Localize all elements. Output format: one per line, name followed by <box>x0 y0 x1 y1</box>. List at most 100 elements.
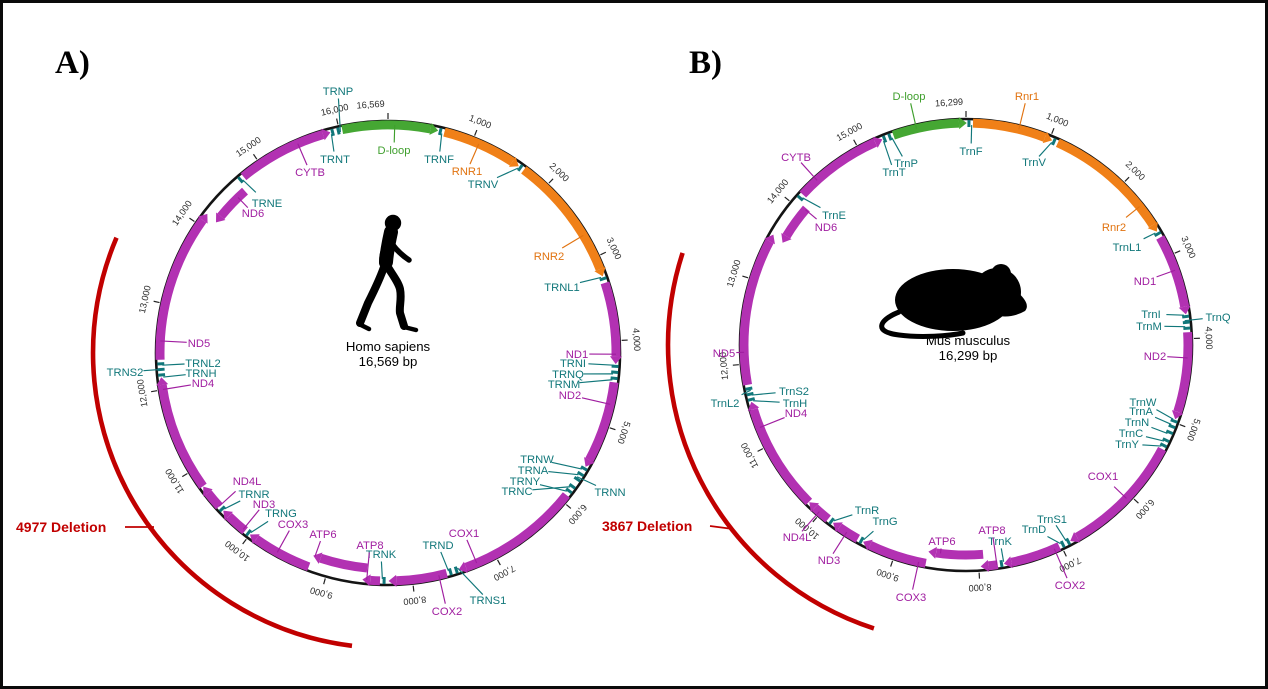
a-tick-label-6000: 6,000 <box>566 502 589 526</box>
a-gene-label-D-loop: D-loop <box>378 145 411 157</box>
b-gene-arc-COX3 <box>868 541 927 568</box>
b-gene-label-ND2: ND2 <box>1144 351 1166 363</box>
a-tick-5000 <box>609 427 616 431</box>
a-gene-label-TRNF: TRNF <box>424 154 454 166</box>
a-gene-leader-TRNT <box>330 134 335 152</box>
b-gene-mark-TrnV <box>1051 137 1057 146</box>
b-gene-label-TrnV: TrnV <box>1022 157 1046 169</box>
a-tick-6000 <box>565 504 572 509</box>
b-deletion-pointer-line <box>709 525 734 530</box>
b-gene-mark-TrnM <box>1183 326 1191 331</box>
a-tick-16000 <box>336 118 339 125</box>
a-gene-arrow-ND4L <box>203 486 213 497</box>
b-gene-arrow-D-loop <box>958 117 967 130</box>
a-gene-label-TRNM: TRNM <box>548 379 580 391</box>
a-gene-arc-COX2 <box>396 568 448 586</box>
b-gene-leader-Rnr2 <box>1125 206 1140 218</box>
b-gene-label-COX1: COX1 <box>1088 471 1118 483</box>
b-gene-arrow-ATP8 <box>980 559 990 572</box>
a-gene-label-TRNG: TRNG <box>265 508 297 520</box>
b-gene-mark-TrnS2 <box>746 391 754 397</box>
b-gene-arrow-CYTB <box>872 136 883 148</box>
genome-maps-canvas: 1,0002,0003,0004,0005,0006,0007,0008,000… <box>90 86 1231 649</box>
a-gene-label-COX3: COX3 <box>278 519 308 531</box>
a-gene-leader-ATP8 <box>366 552 370 581</box>
b-gene-label-TrnC: TrnC <box>1119 428 1143 440</box>
a-gene-mark-TRNH <box>157 373 166 377</box>
b-gene-label-TrnN: TrnN <box>1125 417 1149 429</box>
b-gene-mark-TrnL1 <box>1153 230 1162 238</box>
b-gene-label-TrnA: TrnA <box>1129 406 1153 418</box>
mouse-silhouette-icon <box>879 264 1027 339</box>
a-gene-arc-COX3 <box>253 535 311 572</box>
b-gene-label-TrnR: TrnR <box>855 505 879 517</box>
b-tick-label-5000: 5,000 <box>1185 417 1202 442</box>
a-gene-leader-COX1 <box>466 539 478 564</box>
b-gene-leader-ND1 <box>1156 269 1176 278</box>
a-gene-leader-RNR1 <box>469 143 480 165</box>
a-gene-arc-ND2 <box>585 381 619 463</box>
b-gene-label-TrnK: TrnK <box>988 536 1012 548</box>
a-gene-arrow-COX1 <box>458 561 469 573</box>
b-tick-label-4000: 4,000 <box>1204 326 1215 349</box>
a-gene-arrow-ND1 <box>609 356 622 365</box>
a-gene-label-ND6: ND6 <box>242 208 264 220</box>
b-gene-arc-ND5 <box>739 239 774 386</box>
a-gene-arrow-RNR1 <box>508 156 519 167</box>
a-gene-leader-TRNN <box>576 476 597 487</box>
a-gene-arc-ND4 <box>157 384 207 489</box>
a-tick-15000 <box>252 153 258 160</box>
b-gene-arc-ND4 <box>749 407 813 506</box>
a-gene-label-ND5: ND5 <box>188 338 210 350</box>
b-gene-label-COX3: COX3 <box>896 592 926 604</box>
a-gene-arc-ND1 <box>600 281 621 357</box>
b-gene-label-TrnD: TrnD <box>1022 524 1046 536</box>
a-tick-label-3000: 3,000 <box>605 236 624 261</box>
a-gene-arc-ATP6 <box>319 553 368 573</box>
a-gene-arc-COX1 <box>464 492 570 572</box>
a-gene-leader-TRNP <box>337 98 341 133</box>
panel-a-organism-label: Homo sapiens <box>345 339 431 354</box>
a-gene-leader-TRNS1 <box>457 567 484 595</box>
panel-a-deletion-label: 4977 Deletion <box>16 519 107 535</box>
a-tick-9000 <box>323 578 326 585</box>
b-gene-mark-TrnW <box>1170 418 1178 424</box>
b-gene-arc-ND4L <box>811 504 831 523</box>
b-gene-label-Rnr1: Rnr1 <box>1015 91 1039 103</box>
b-gene-arrow-ND4 <box>747 401 760 412</box>
a-gene-leader-ND5 <box>160 340 187 343</box>
a-gene-leader-RNR2 <box>561 234 584 249</box>
a-tick-label-12000: 12,000 <box>135 378 149 407</box>
a-gene-label-ATP6: ATP6 <box>309 529 336 541</box>
a-gene-label-ND4L: ND4L <box>233 476 262 488</box>
a-tick-label-7000: 7,000 <box>492 563 517 583</box>
a-tick-label-16569: 16,569 <box>356 99 385 111</box>
b-gene-arrow-Rnr1 <box>1042 131 1053 144</box>
b-gene-leader-CYTB <box>800 162 818 181</box>
a-gene-label-TRNR: TRNR <box>238 489 269 501</box>
b-gene-label-TrnY: TrnY <box>1115 439 1139 451</box>
a-gene-label-ND3: ND3 <box>253 499 275 511</box>
b-gene-label-TrnL2: TrnL2 <box>711 398 740 410</box>
a-gene-label-TRNW: TRNW <box>520 454 554 466</box>
a-gene-label-TRNL2: TRNL2 <box>185 358 220 370</box>
a-gene-arrow-ND2 <box>584 457 595 467</box>
a-gene-mark-TRNS1 <box>453 566 459 574</box>
b-gene-label-ND4L: ND4L <box>783 532 812 544</box>
a-gene-mark-TRNY <box>565 487 573 495</box>
a-gene-leader-TRNW <box>551 461 583 470</box>
b-gene-leader-ND4L <box>801 511 820 532</box>
a-tick-label-5000: 5,000 <box>616 420 633 445</box>
a-gene-leader-TRND <box>440 551 449 571</box>
b-gene-label-ND1: ND1 <box>1134 276 1156 288</box>
a-gene-label-TRNH: TRNH <box>185 368 216 380</box>
b-gene-arrow-COX3 <box>863 539 873 551</box>
panel-b-letter: B) <box>689 45 722 81</box>
panel-b-genome-size: 16,299 bp <box>938 348 998 363</box>
a-tick-14000 <box>189 217 195 223</box>
b-gene-mark-TrnQ <box>1182 320 1190 325</box>
b-gene-mark-TrnI <box>1182 314 1190 319</box>
a-tick-7000 <box>496 559 501 566</box>
b-gene-arc-ND3 <box>836 523 861 543</box>
b-gene-arc-ND6 <box>782 205 810 239</box>
